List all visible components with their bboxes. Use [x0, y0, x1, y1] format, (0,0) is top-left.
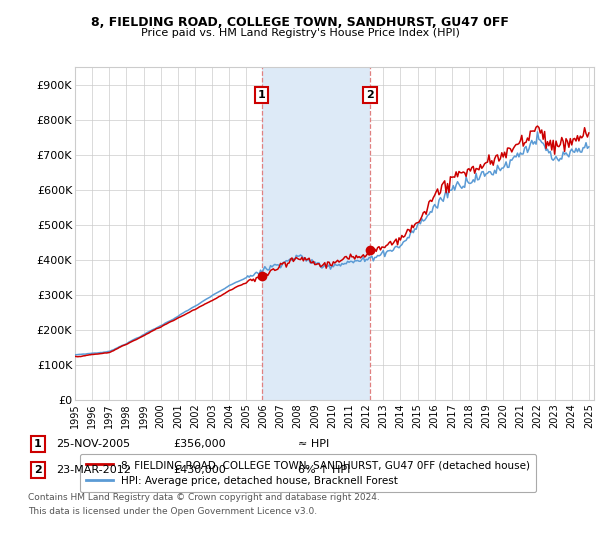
Text: 2: 2 — [34, 465, 42, 475]
Text: 25-NOV-2005: 25-NOV-2005 — [56, 439, 130, 449]
Text: This data is licensed under the Open Government Licence v3.0.: This data is licensed under the Open Gov… — [28, 507, 317, 516]
Text: 1: 1 — [34, 439, 42, 449]
Text: 23-MAR-2012: 23-MAR-2012 — [56, 465, 131, 475]
Text: £430,000: £430,000 — [173, 465, 226, 475]
Legend: 8, FIELDING ROAD, COLLEGE TOWN, SANDHURST, GU47 0FF (detached house), HPI: Avera: 8, FIELDING ROAD, COLLEGE TOWN, SANDHURS… — [80, 454, 536, 492]
Text: Price paid vs. HM Land Registry's House Price Index (HPI): Price paid vs. HM Land Registry's House … — [140, 28, 460, 38]
Text: 6% ↑ HPI: 6% ↑ HPI — [298, 465, 350, 475]
Text: 1: 1 — [258, 90, 266, 100]
Text: Contains HM Land Registry data © Crown copyright and database right 2024.: Contains HM Land Registry data © Crown c… — [28, 493, 380, 502]
Text: ≈ HPI: ≈ HPI — [298, 439, 329, 449]
Text: £356,000: £356,000 — [173, 439, 226, 449]
Text: 8, FIELDING ROAD, COLLEGE TOWN, SANDHURST, GU47 0FF: 8, FIELDING ROAD, COLLEGE TOWN, SANDHURS… — [91, 16, 509, 29]
Bar — [262, 67, 370, 400]
Text: 2: 2 — [366, 90, 374, 100]
